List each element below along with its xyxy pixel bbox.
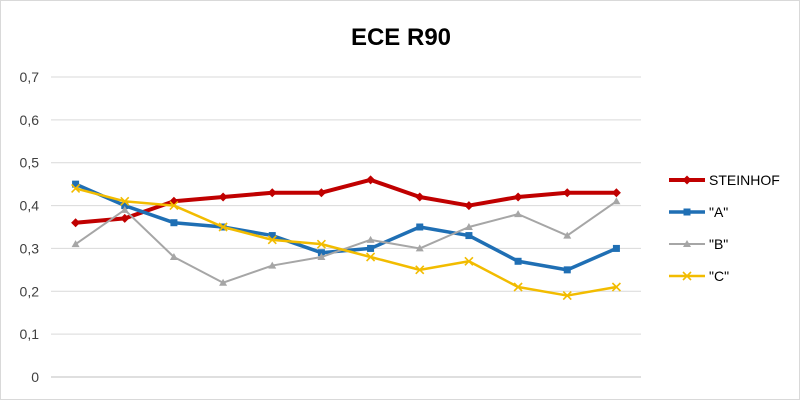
data-point-a (121, 202, 129, 210)
data-point-b (514, 210, 523, 218)
data-point-a (268, 232, 276, 240)
data-point-b (169, 253, 178, 260)
legend-marker (683, 240, 691, 247)
legend-item-steinhof: STEINHOF (669, 172, 780, 188)
data-point-steinhof (415, 192, 425, 202)
legend-label: STEINHOF (709, 172, 780, 188)
y-tick-label: 0,5 (20, 155, 40, 171)
data-point-c (218, 222, 228, 232)
data-point-b (317, 253, 326, 260)
data-point-steinhof (464, 201, 474, 211)
legend-marker (683, 208, 691, 216)
y-tick-label: 0,6 (20, 112, 40, 128)
y-tick-label: 0,4 (20, 198, 40, 214)
data-point-steinhof (218, 192, 228, 202)
chart-title: ECE R90 (351, 24, 451, 51)
series-c (71, 183, 621, 301)
y-axis: 0 0,1 0,2 0,3 0,4 0,5 0,6 0,7 (20, 69, 40, 385)
data-point-steinhof (316, 188, 326, 198)
data-point-b (71, 240, 80, 248)
legend-item-c: "C" (669, 268, 729, 284)
series-layer (71, 175, 621, 301)
y-tick-label: 0,3 (20, 240, 40, 256)
series-steinhof (71, 175, 621, 228)
data-point-b (612, 197, 621, 205)
data-point-a (514, 257, 522, 265)
data-point-steinhof (366, 175, 376, 185)
data-point-a (170, 219, 178, 227)
legend-item-a: "A" (669, 204, 728, 220)
data-point-c (611, 282, 621, 292)
y-tick-label: 0,1 (20, 326, 40, 342)
data-point-b (563, 231, 572, 239)
data-point-a (612, 244, 620, 252)
series-line-c (75, 187, 617, 297)
legend-marker (682, 175, 692, 185)
data-point-c (316, 239, 326, 249)
data-point-c (169, 201, 179, 211)
data-point-b (219, 278, 228, 286)
legend-label: "C" (709, 268, 729, 284)
data-point-b (366, 235, 375, 243)
series-b (71, 197, 621, 286)
gridlines (51, 76, 641, 378)
data-point-a (317, 249, 325, 257)
data-point-a (416, 223, 424, 231)
series-line-b (75, 200, 617, 284)
data-point-c (71, 183, 81, 193)
data-point-steinhof (513, 192, 523, 202)
data-point-a (72, 180, 80, 188)
legend-item-b: "B" (669, 236, 728, 252)
data-point-b (120, 205, 129, 213)
data-point-steinhof (267, 188, 277, 198)
data-point-steinhof (611, 188, 621, 198)
data-point-c (366, 252, 376, 262)
data-point-c (415, 265, 425, 275)
legend-label: "B" (709, 236, 728, 252)
data-point-b (268, 261, 277, 269)
data-point-steinhof (71, 218, 81, 228)
data-point-c (267, 235, 277, 245)
y-tick-label: 0 (31, 369, 39, 385)
data-point-b (415, 244, 424, 252)
data-point-c (120, 196, 130, 206)
data-point-a (465, 232, 473, 240)
legend: STEINHOF "A" "B" "C" (669, 172, 780, 284)
data-point-steinhof (562, 188, 572, 198)
data-point-b (464, 223, 473, 230)
legend-label: "A" (709, 204, 728, 220)
y-tick-label: 0,7 (20, 69, 40, 85)
data-point-a (367, 244, 375, 252)
legend-marker (682, 271, 692, 281)
data-point-c (513, 282, 523, 292)
data-point-c (562, 291, 572, 301)
y-tick-label: 0,2 (20, 283, 40, 299)
data-point-steinhof (120, 213, 130, 223)
data-point-a (563, 266, 571, 274)
data-point-c (464, 256, 474, 266)
